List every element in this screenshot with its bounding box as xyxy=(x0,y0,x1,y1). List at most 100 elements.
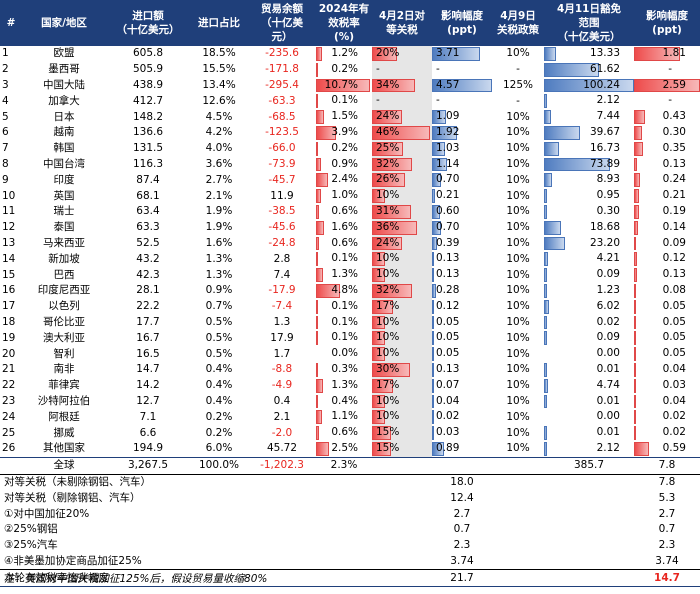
impact-apr2-bar xyxy=(432,110,447,124)
imports-value: 136.6 xyxy=(132,126,164,139)
effective-rate: 1.6% xyxy=(316,220,372,236)
exemption-value-bar xyxy=(544,220,561,235)
impact-apr2-value: 0.39 xyxy=(436,236,460,249)
summary-impact-apr2: 2.3 xyxy=(453,539,471,552)
total-exemption: 385.7 xyxy=(544,456,634,475)
impact-apr11: 0.24 xyxy=(634,172,700,188)
impact-apr2: 0.05 xyxy=(432,315,492,331)
effective-rate: 0.6% xyxy=(316,204,372,220)
effective-rate-value: 1.6% xyxy=(331,220,358,233)
exemption-value: 4.74 xyxy=(544,378,634,394)
impact-apr11: 0.13 xyxy=(634,157,700,173)
row-index: 26 xyxy=(2,442,16,455)
impact-apr11-value: 0.21 xyxy=(662,189,686,202)
exemption-value-value: 2.12 xyxy=(596,94,620,107)
import-share: 2.7% xyxy=(205,173,233,186)
effective-rate: 3.9% xyxy=(316,125,372,141)
impact-apr2-value: 0.13 xyxy=(436,268,460,281)
impact-apr11: 0.30 xyxy=(634,125,700,141)
impact-apr2: 0.05 xyxy=(432,346,492,362)
reciprocal-tariff-bar xyxy=(372,204,411,219)
country-name: 加拿大 xyxy=(48,94,80,107)
row-index: 9 xyxy=(2,173,9,186)
impact-apr2-bar xyxy=(432,347,434,361)
row-index: 12 xyxy=(2,221,16,234)
table-row: 10 英国 68.1 2.1% 11.9 1.0% 10% 0.21 10% 0.95 0.21 xyxy=(0,188,700,204)
trade-balance: 1.3 xyxy=(273,315,291,328)
trade-balance: 0.4 xyxy=(273,394,291,407)
empty-cell xyxy=(544,506,634,522)
country-name: 智利 xyxy=(53,347,75,360)
reciprocal-tariff: 30% xyxy=(372,361,432,378)
country-name: 泰国 xyxy=(53,221,75,234)
impact-apr11: 0.08 xyxy=(634,283,700,299)
effective-rate: 0.2% xyxy=(316,141,372,157)
impact-apr2: 1.14 xyxy=(432,157,492,173)
trade-balance: -73.9 xyxy=(268,157,296,170)
exemption-value: 13.33 xyxy=(544,46,634,62)
table-row: 17 以色列 22.2 0.7% -7.4 0.1% 17% 0.12 10% 6.02 0.05 xyxy=(0,298,700,315)
country-name: 马来西亚 xyxy=(43,236,85,249)
impact-apr2-value: 0.13 xyxy=(436,252,460,265)
impact-apr11-value: 0.04 xyxy=(662,362,686,375)
import-share: 4.0% xyxy=(205,142,233,155)
impact-apr11: 0.19 xyxy=(634,204,700,220)
row-index: 15 xyxy=(2,268,16,281)
apr9-tariff: 10% xyxy=(506,268,530,281)
row-index: 18 xyxy=(2,315,16,328)
trade-balance: -24.8 xyxy=(268,236,296,249)
reciprocal-tariff: 10% xyxy=(372,409,432,426)
trade-balance: -17.9 xyxy=(268,284,296,297)
column-header: 进口占比 xyxy=(190,0,248,46)
effective-rate-bar xyxy=(316,141,318,156)
reciprocal-tariff-bar xyxy=(372,189,385,203)
exemption-value-bar xyxy=(544,283,547,298)
impact-apr2-bar xyxy=(432,299,434,314)
exemption-value-bar xyxy=(544,141,559,156)
import-share: 3.6% xyxy=(205,157,233,170)
effective-rate-bar xyxy=(316,47,323,61)
summary-row: ④非美墨加协定商品加征25% 3.74 3.74 xyxy=(0,554,700,570)
summary-impact-apr11: 3.74 xyxy=(655,554,679,567)
impact-apr2-bar xyxy=(432,252,434,267)
impact-apr11-value: 0.35 xyxy=(662,141,686,154)
reciprocal-tariff-value: 15% xyxy=(376,426,400,439)
table-row: 2 墨西哥 505.9 15.5% -171.8 0.2% - - - 61.62 - xyxy=(0,61,700,78)
impact-apr2-value: 1.14 xyxy=(436,157,460,170)
impact-apr2-bar xyxy=(432,441,444,456)
effective-rate: 0.2% xyxy=(316,62,372,78)
effective-rate-value: 0.2% xyxy=(331,62,358,75)
exemption-value-bar xyxy=(544,236,565,251)
table-row: 19 澳大利亚 16.7 0.5% 17.9 0.1% 10% 0.05 10% 0.09 0.05 xyxy=(0,330,700,347)
row-index: 21 xyxy=(2,363,16,376)
footnote: 注：美国对中国关税加征125%后，假设贸易量收缩80% xyxy=(4,573,268,585)
impact-apr2-value: 0.70 xyxy=(436,220,460,233)
impact-apr2-bar xyxy=(432,78,492,93)
reciprocal-tariff-value: 10% xyxy=(376,315,400,328)
impact-apr2-value: 0.28 xyxy=(436,283,460,296)
table-row: 21 南非 14.7 0.4% -8.8 0.3% 30% 0.13 10% 0.01 0.04 xyxy=(0,361,700,378)
reciprocal-tariff: 10% xyxy=(372,188,432,204)
imports-value: 605.8 xyxy=(132,47,164,60)
imports-value: 131.5 xyxy=(132,142,164,155)
apr9-tariff: 10% xyxy=(506,363,530,376)
reciprocal-tariff: 10% xyxy=(372,314,432,331)
impact-apr11-value: 0.04 xyxy=(662,394,686,407)
exemption-value-value: 18.68 xyxy=(589,220,620,233)
empty-cell xyxy=(544,522,634,538)
impact-apr11-bar xyxy=(634,426,636,440)
effective-rate-bar xyxy=(316,441,329,456)
exemption-value: 8.93 xyxy=(544,172,634,188)
effective-rate: 2.5% xyxy=(316,441,372,457)
impact-apr11-value: 0.02 xyxy=(662,426,686,439)
effective-rate-bar xyxy=(316,220,325,235)
table-row: 14 新加坡 43.2 1.3% 2.8 0.1% 10% 0.13 10% 4.21 0.12 xyxy=(0,251,700,268)
apr9-tariff: 10% xyxy=(506,252,530,265)
trade-balance: 11.9 xyxy=(270,189,294,202)
summary-row: ①对中国加征20% 2.7 2.7 xyxy=(0,506,700,522)
impact-apr11-value: - xyxy=(668,62,672,75)
effective-rate-value: 4.8% xyxy=(331,283,358,296)
trade-balance: -45.7 xyxy=(268,173,296,186)
summary-label: ④非美墨加协定商品加征25% xyxy=(4,554,142,567)
empty-cell xyxy=(544,538,634,554)
